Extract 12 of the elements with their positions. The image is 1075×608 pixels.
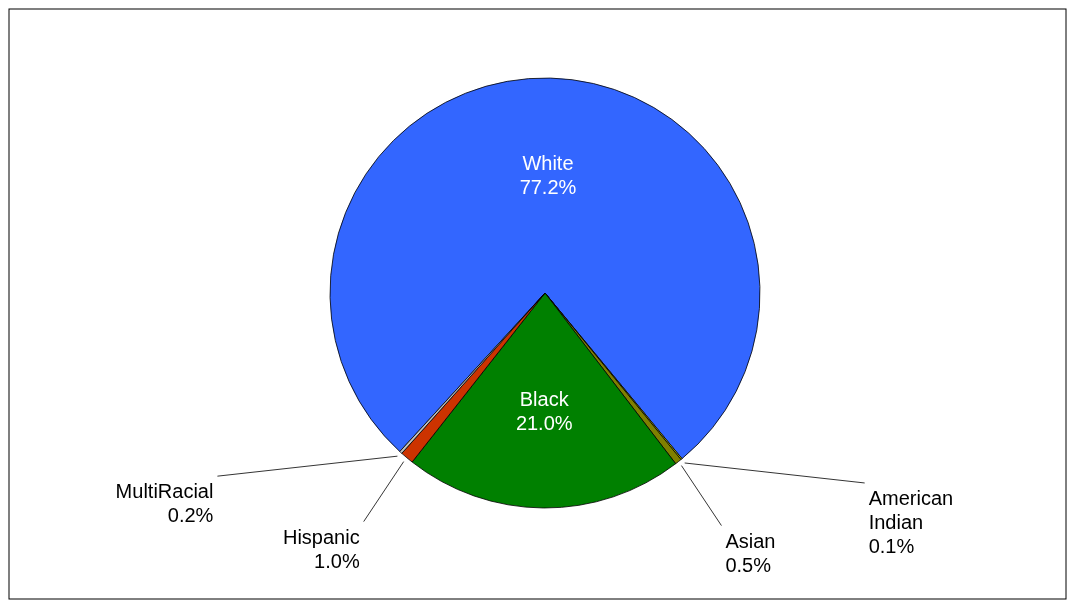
slice-label: American Indian: [868, 486, 954, 533]
data-label: 0.2%: [167, 504, 214, 527]
data-label: 0.5%: [725, 553, 772, 576]
slice-label: White: [522, 151, 574, 174]
data-label: 77.2%: [519, 175, 577, 198]
slice-label: MultiRacial: [115, 480, 214, 503]
data-label: 21.0%: [515, 412, 573, 435]
slice-label: Black: [519, 388, 570, 411]
data-label: 0.1%: [868, 534, 915, 557]
slice-label: Hispanic: [282, 525, 360, 548]
slice-label: Asian: [725, 529, 776, 552]
data-label: 1.0%: [314, 549, 360, 572]
